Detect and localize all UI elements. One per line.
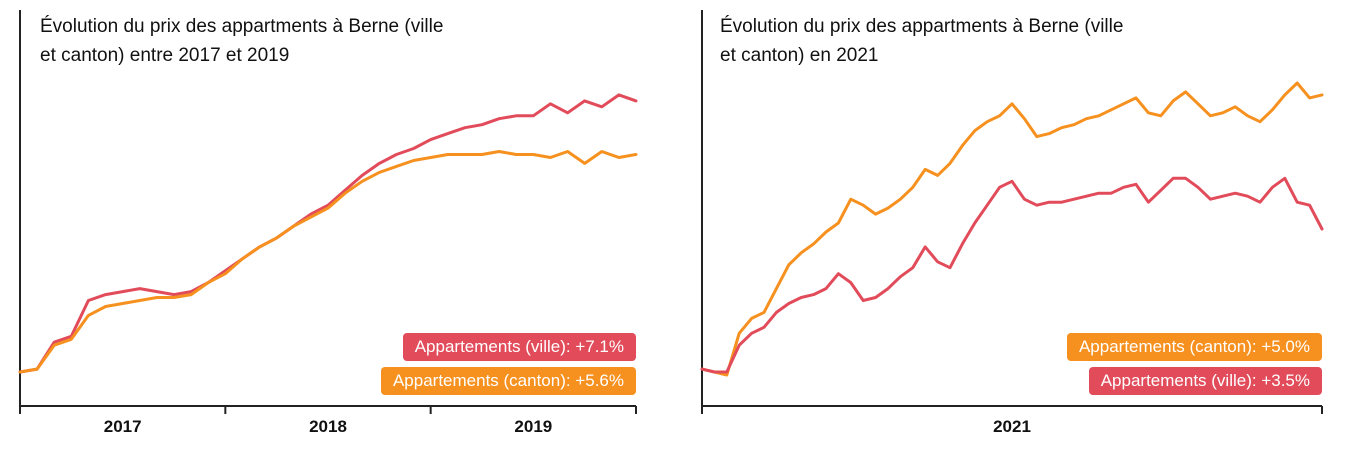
legend-badge-ville: Appartements (ville): +7.1% bbox=[402, 333, 636, 361]
legend-badge-canton: Appartements (canton): +5.0% bbox=[1066, 333, 1322, 361]
x-tick-label: 2018 bbox=[309, 417, 347, 436]
series-line-canton bbox=[18, 150, 638, 374]
chart-canvas: 2021 bbox=[700, 10, 1324, 436]
chart-left: Évolution du prix des appartments à Bern… bbox=[0, 0, 660, 450]
x-tick-label: 2021 bbox=[993, 417, 1031, 436]
series-line-ville bbox=[700, 176, 1324, 374]
chart-canvas: 2017 2018 2019 bbox=[18, 10, 638, 436]
series-line-ville bbox=[18, 93, 638, 374]
legend-badge-canton: Appartements (canton): +5.6% bbox=[380, 367, 636, 395]
x-tick-label: 2019 bbox=[514, 417, 552, 436]
legend-badge-ville: Appartements (ville): +3.5% bbox=[1088, 367, 1322, 395]
x-tick-label: 2017 bbox=[104, 417, 142, 436]
chart-right: Évolution du prix des appartments à Bern… bbox=[690, 0, 1350, 450]
series-line-canton bbox=[700, 81, 1324, 377]
chart-title: Évolution du prix des appartments à Bern… bbox=[720, 16, 1124, 66]
chart-title: Évolution du prix des appartments à Bern… bbox=[40, 16, 444, 66]
